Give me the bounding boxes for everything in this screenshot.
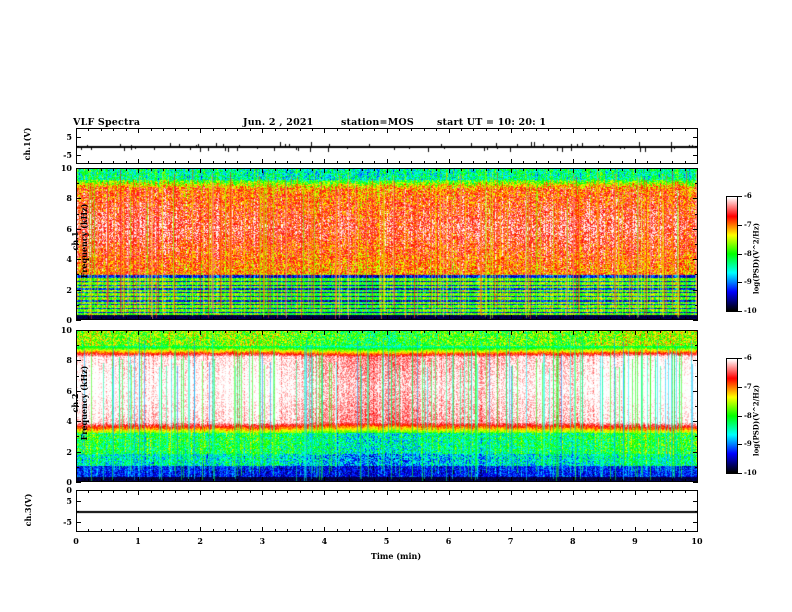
ch2-colorbar-tick <box>738 444 742 445</box>
x-tick-label: 3 <box>259 536 266 546</box>
ch2-frequency-label: 8 <box>66 355 72 365</box>
ch2-colorbar-tick <box>738 358 742 359</box>
ch2-colorbar-label: -6 <box>744 353 752 362</box>
ch1-colorbar-tick <box>738 225 742 226</box>
x-tick-label: 0 <box>73 536 79 546</box>
ch1-frequency-label: 0 <box>66 315 72 325</box>
x-tick-label: 1 <box>135 536 141 546</box>
ch2-frequency-label: 0 <box>66 477 72 487</box>
observation-date: Jun. 2 , 2021 <box>243 117 314 128</box>
ch2-frequency-tick <box>76 482 81 483</box>
ch2-frequency-axis-label-line2: Frequency (kHz) <box>79 365 89 441</box>
ch3-voltage-label: 5 <box>66 496 72 506</box>
ch3-voltage-label: -5 <box>63 517 72 527</box>
x-tick-label: 7 <box>507 536 514 546</box>
ch1-frequency-axis-label-line2: Frequency (kHz) <box>79 203 89 279</box>
figure-title: VLF Spectra <box>73 117 141 128</box>
x-tick-label: 4 <box>321 536 328 546</box>
x-tick-label: 9 <box>632 536 638 546</box>
x-tick-label: 2 <box>197 536 203 546</box>
x-tick-label: 10 <box>691 536 703 546</box>
ch1-frequency-tick <box>693 320 698 321</box>
ch2-colorbar-tick <box>738 473 742 474</box>
ch1-frequency-label: 8 <box>66 193 72 203</box>
ch1-colorbar-tick <box>738 254 742 255</box>
ch2-frequency-label: 4 <box>66 416 72 426</box>
ch1-colorbar-tick <box>738 282 742 283</box>
ch1-colorbar-label: -6 <box>744 191 752 200</box>
x-tick-label: 8 <box>570 536 576 546</box>
start-ut-label: start UT = 10: 20: 1 <box>437 117 547 128</box>
ch1-frequency-label: 2 <box>66 285 72 295</box>
ch1-colorbar-label: log(PSD)(V^2/Hz) <box>751 222 761 295</box>
ch1-frequency-label: 6 <box>66 224 72 234</box>
ch1-frequency-label: 10 <box>60 163 72 173</box>
ch2-frequency-tick <box>693 482 698 483</box>
ch2-frequency-label: 10 <box>60 325 72 335</box>
ch1-voltage-axis-label: ch.1(V) <box>22 127 32 161</box>
x-tick-label: 5 <box>383 536 390 546</box>
ch2-spectrogram-panel <box>76 330 698 482</box>
ch3-voltage-zero-label: 0 <box>66 485 72 495</box>
ch1-voltage-label: -5 <box>63 150 72 160</box>
ch1-spectrogram-panel <box>76 168 698 320</box>
ch3-voltage-panel <box>76 490 698 532</box>
ch1-colorbar-tick <box>738 196 742 197</box>
ch2-colorbar-tick <box>738 387 742 388</box>
ch2-frequency-label: 2 <box>66 447 72 457</box>
time-axis-label: Time (min) <box>370 551 422 561</box>
ch2-colorbar <box>726 358 738 474</box>
ch1-voltage-panel <box>76 128 698 164</box>
station-label: station=MOS <box>341 117 414 128</box>
ch1-colorbar <box>726 196 738 312</box>
ch1-colorbar-tick <box>738 311 742 312</box>
ch2-colorbar-label: log(PSD)(V^2/Hz) <box>751 384 761 457</box>
ch2-frequency-label: 6 <box>66 386 72 396</box>
ch1-frequency-label: 4 <box>66 254 72 264</box>
x-tick-label: 6 <box>445 536 452 546</box>
ch1-voltage-label: 5 <box>66 132 72 142</box>
ch1-frequency-tick <box>76 320 81 321</box>
ch2-colorbar-tick <box>738 416 742 417</box>
ch3-voltage-axis-label: ch.3(V) <box>23 493 33 527</box>
